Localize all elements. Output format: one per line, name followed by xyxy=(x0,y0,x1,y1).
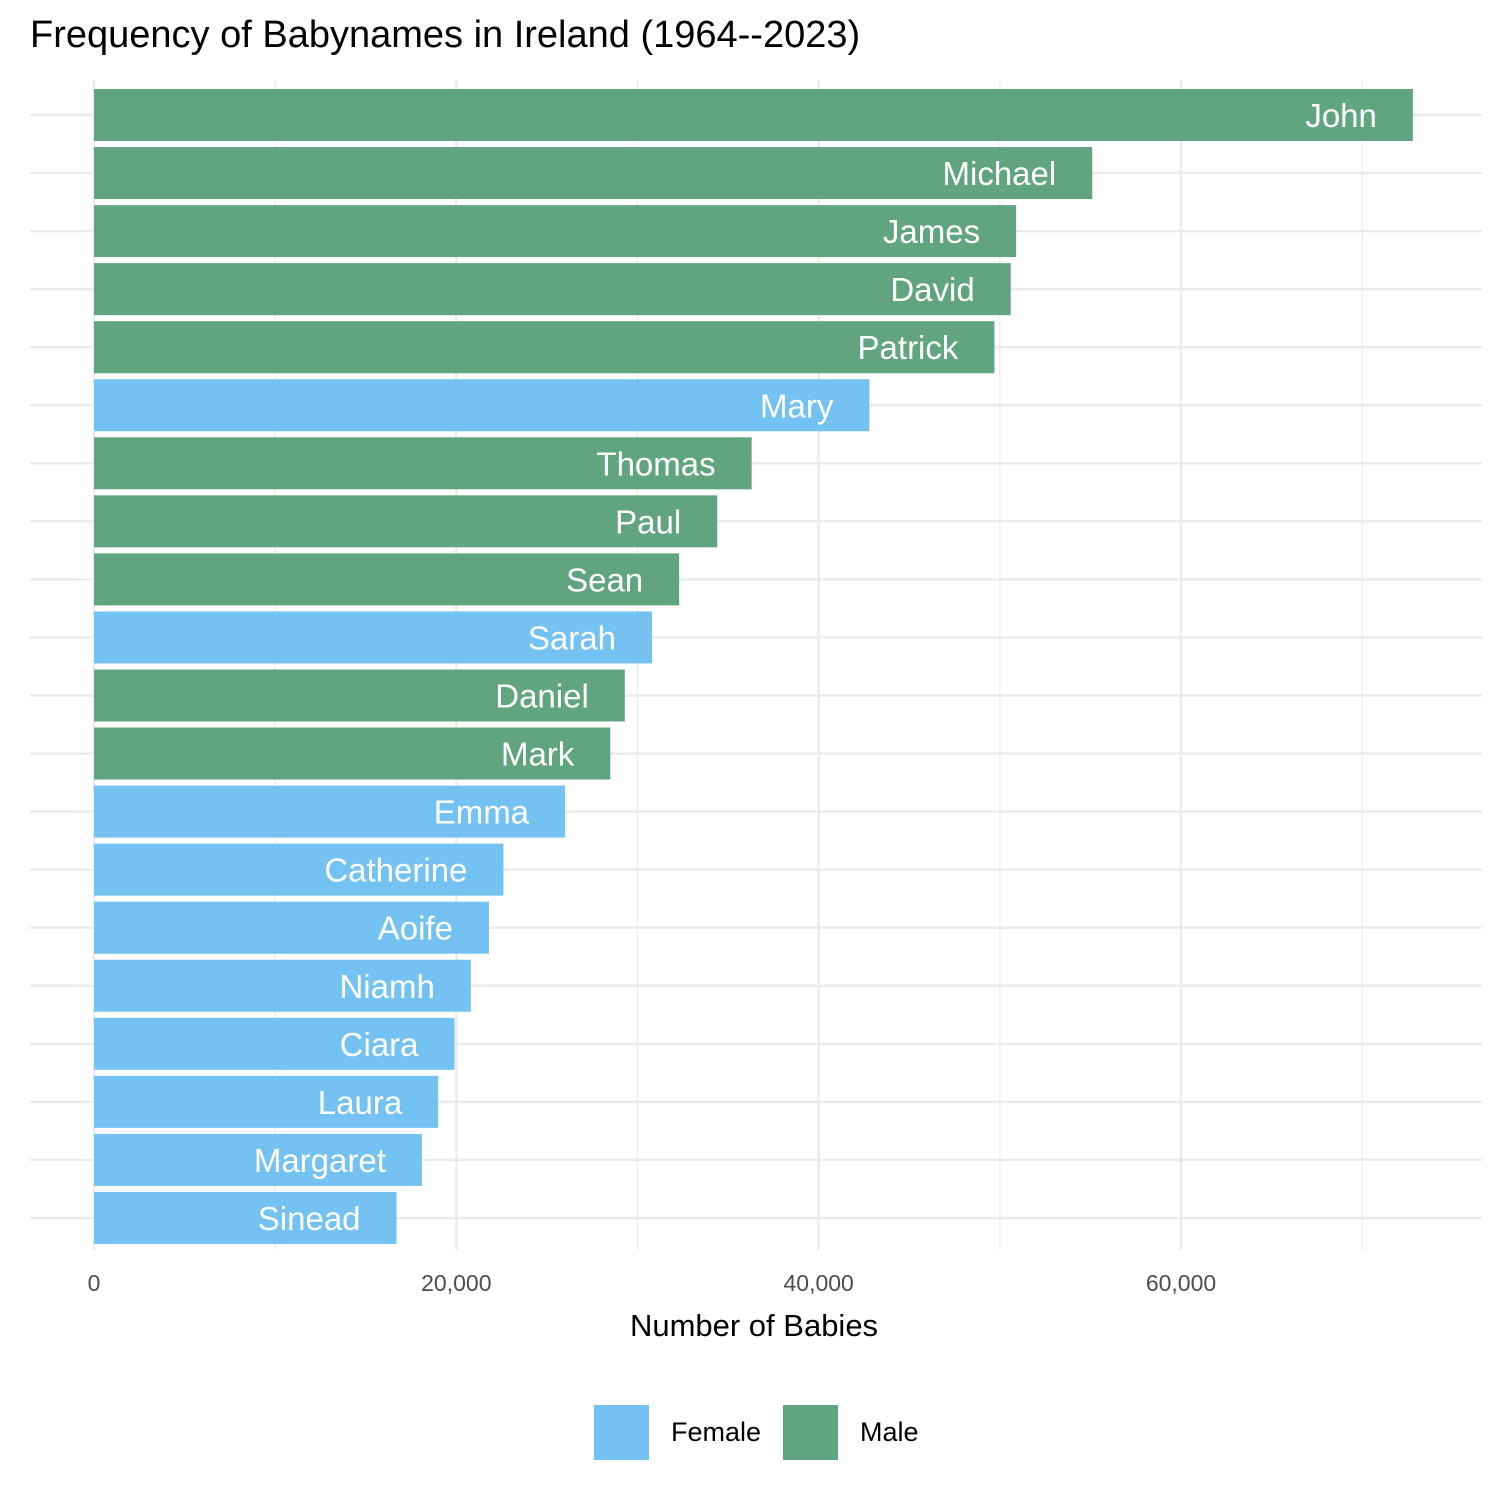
bar-laura xyxy=(94,1075,439,1128)
bar-james xyxy=(94,205,1017,258)
bar-label-margaret: Margaret xyxy=(254,1142,386,1179)
bar-john xyxy=(94,89,1413,141)
x-tick-label: 20,000 xyxy=(421,1270,491,1296)
bar-daniel xyxy=(94,669,625,722)
bar-sean xyxy=(94,553,680,606)
x-tick-label: 0 xyxy=(88,1270,101,1296)
bar-label-aoife: Aoife xyxy=(378,910,453,947)
bar-label-niamh: Niamh xyxy=(339,968,434,1005)
bar-emma xyxy=(94,785,566,838)
bar-label-david: David xyxy=(890,271,974,308)
x-tick-label: 60,000 xyxy=(1146,1270,1216,1296)
bar-sarah xyxy=(94,611,652,664)
bar-catherine xyxy=(94,843,504,896)
bar-sinead xyxy=(94,1191,397,1244)
bar-label-ciara: Ciara xyxy=(340,1026,420,1063)
bar-label-mary: Mary xyxy=(760,387,834,424)
bar-thomas xyxy=(94,437,752,490)
bar-label-paul: Paul xyxy=(615,503,681,540)
bar-label-catherine: Catherine xyxy=(324,852,467,889)
x-axis-ticks: 0 20,000 40,000 60,000 xyxy=(88,1270,1217,1296)
bar-label-thomas: Thomas xyxy=(596,445,715,482)
bar-patrick xyxy=(94,321,995,374)
bar-david xyxy=(94,263,1011,316)
bar-label-emma: Emma xyxy=(434,794,530,831)
legend-label: Male xyxy=(860,1417,919,1447)
bar-label-sarah: Sarah xyxy=(528,619,616,656)
bar-label-laura: Laura xyxy=(318,1084,403,1121)
chart-title: Frequency of Babynames in Ireland (1964-… xyxy=(30,14,861,56)
legend: Female Male xyxy=(594,1405,941,1460)
bar-michael xyxy=(94,147,1093,200)
bar-paul xyxy=(94,495,718,548)
bar-ciara xyxy=(94,1017,455,1070)
legend-item-female: Female xyxy=(594,1405,761,1460)
bar-labels: John Michael James David Patrick Mary Thomas Pa… xyxy=(254,97,1377,1237)
bar-label-sinead: Sinead xyxy=(258,1200,361,1237)
bar-label-patrick: Patrick xyxy=(858,329,959,366)
bar-niamh xyxy=(94,959,471,1012)
bar-margaret xyxy=(94,1133,422,1186)
x-axis-title: Number of Babies xyxy=(630,1308,878,1343)
bar-label-mark: Mark xyxy=(501,736,575,773)
bars xyxy=(94,89,1413,1244)
bar-label-james: James xyxy=(883,213,980,250)
legend-swatch xyxy=(783,1405,839,1460)
bar-label-michael: Michael xyxy=(943,155,1057,192)
x-tick-label: 40,000 xyxy=(783,1270,853,1296)
bar-label-sean: Sean xyxy=(566,561,643,598)
bar-label-daniel: Daniel xyxy=(495,678,589,715)
bar-aoife xyxy=(94,901,489,954)
bar-mark xyxy=(94,727,611,780)
bar-label-john: John xyxy=(1305,97,1377,134)
legend-swatch xyxy=(594,1405,649,1460)
legend-item-male: Male xyxy=(783,1405,919,1460)
legend-label: Female xyxy=(671,1417,762,1447)
bar-mary xyxy=(94,379,870,432)
